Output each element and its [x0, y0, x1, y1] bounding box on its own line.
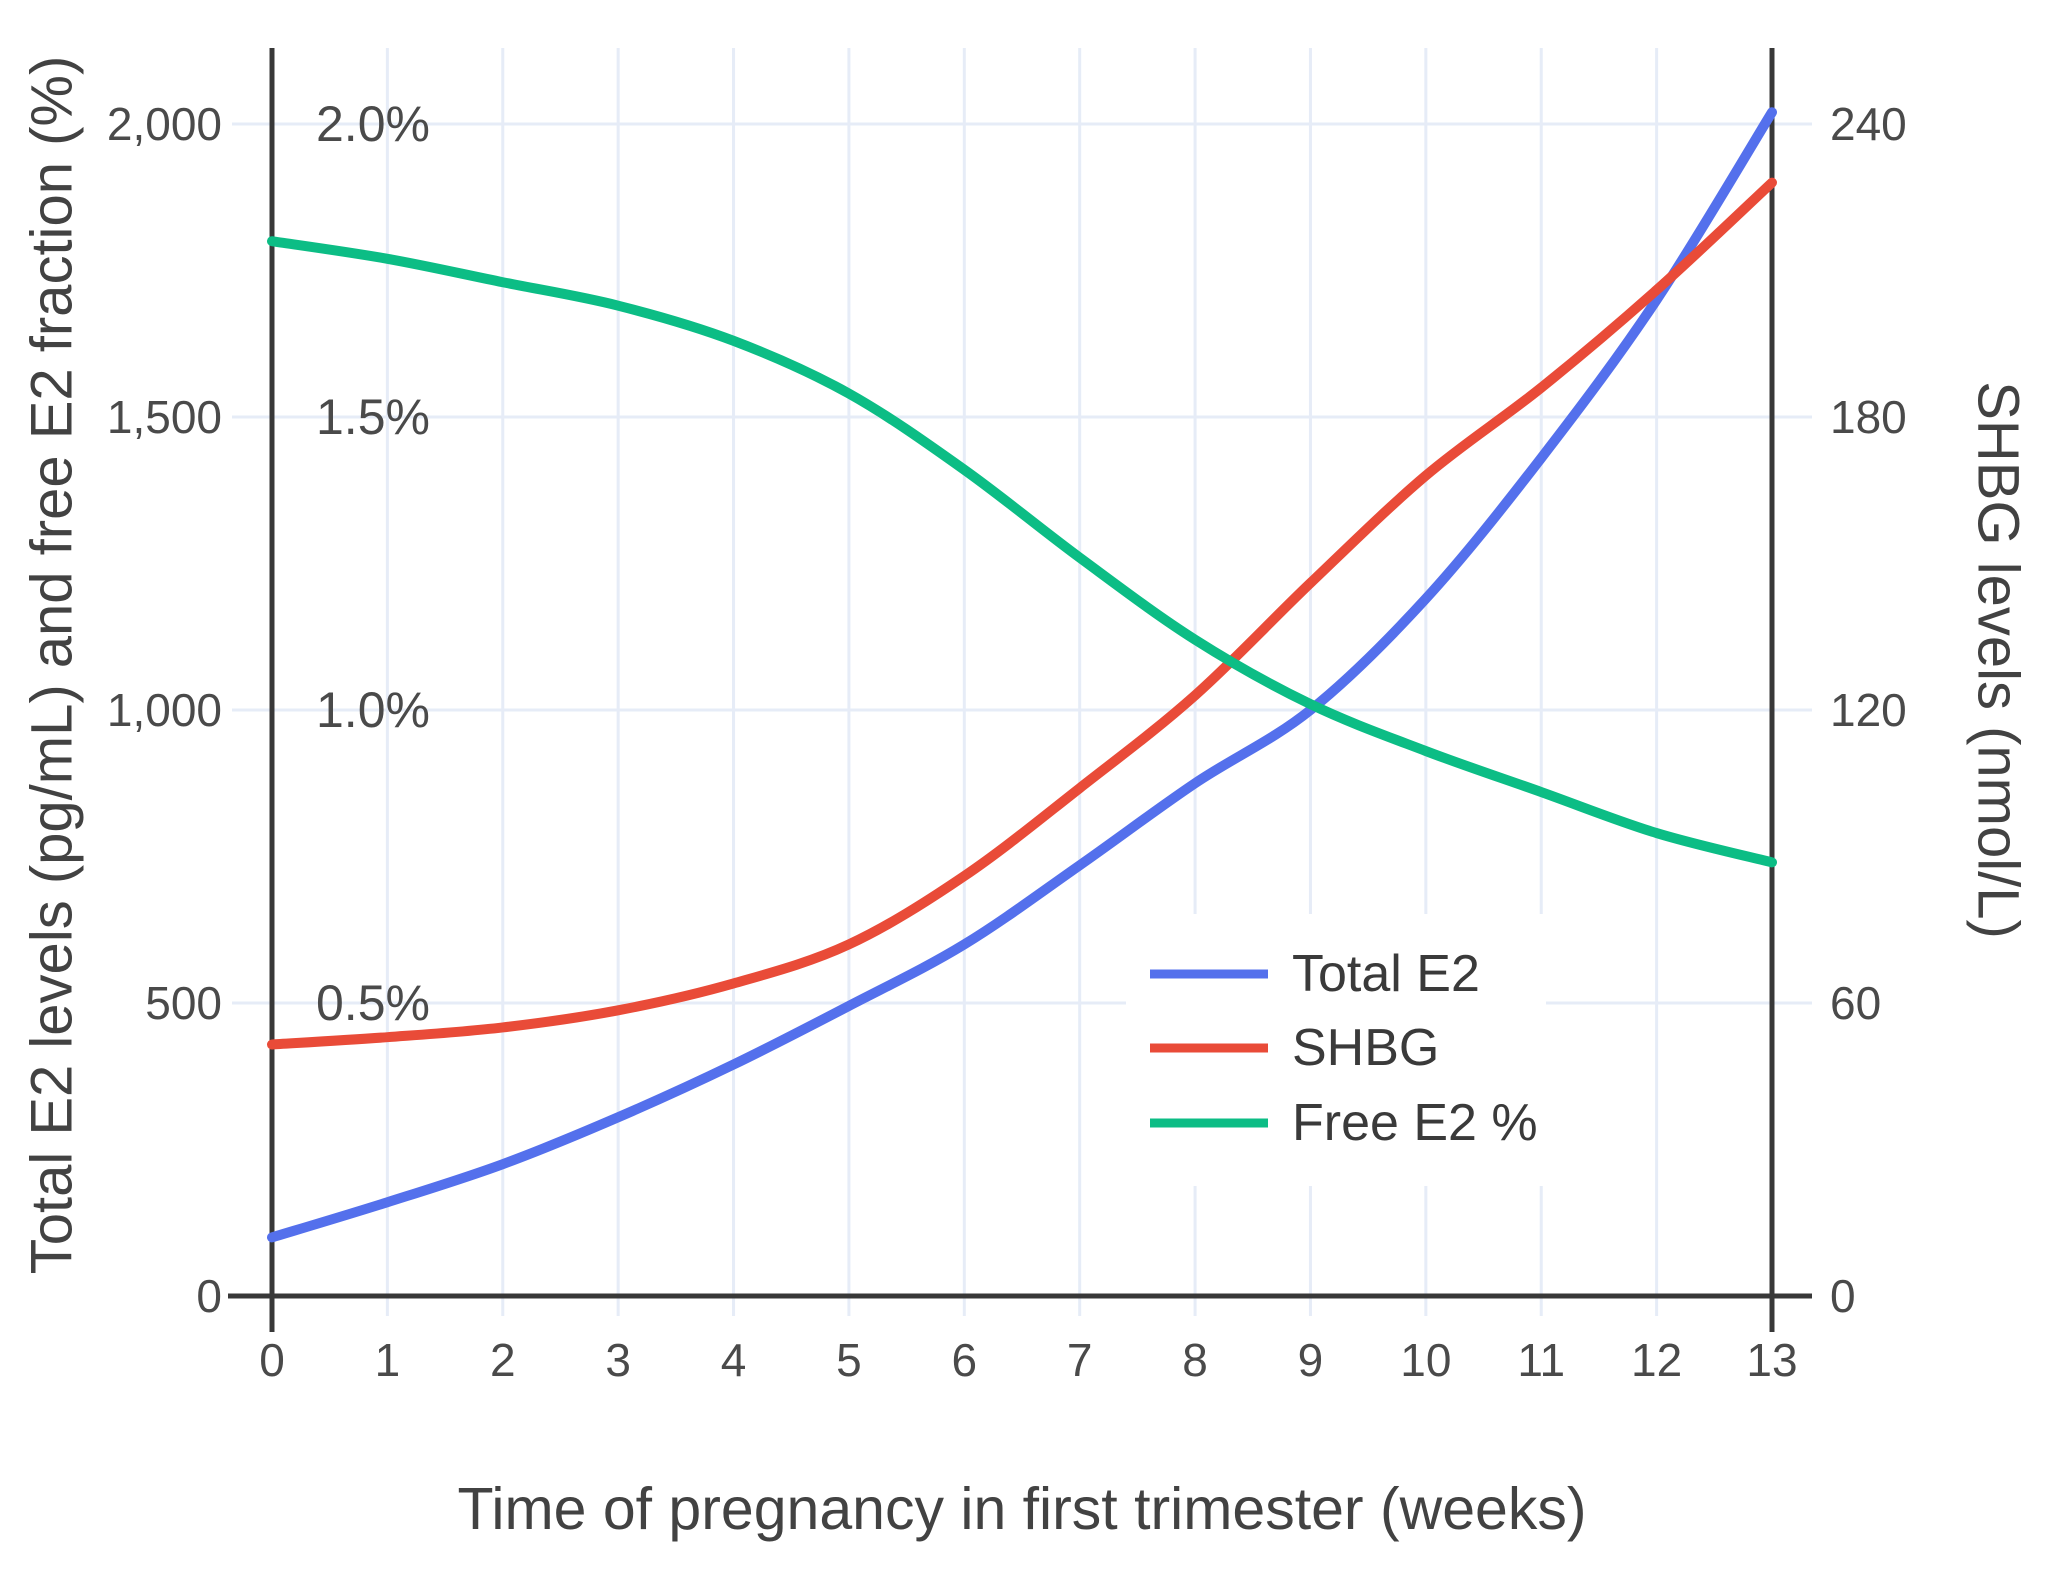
x-tick-label: 1: [375, 1334, 401, 1386]
shbg-curve: [267, 177, 1777, 1050]
right-y-tick-label: 240: [1830, 98, 1907, 150]
x-tick-label: 10: [1400, 1334, 1451, 1386]
x-tick-label: 12: [1631, 1334, 1682, 1386]
x-tick-label: 8: [1182, 1334, 1208, 1386]
x-tick-label: 3: [605, 1334, 631, 1386]
left-y-tick-label: 0: [196, 1270, 222, 1322]
legend-item-shbg[interactable]: SHBG: [1150, 1019, 1439, 1077]
right-y-tick-label: 180: [1830, 391, 1907, 443]
free-e2-curve: [267, 236, 1777, 868]
gridlines: [232, 48, 1812, 1316]
free-e2-percent-tick-label: 2.0%: [316, 96, 430, 152]
x-tick-label: 11: [1517, 1334, 1565, 1386]
x-tick-label: 7: [1067, 1334, 1093, 1386]
right-y-axis-title: SHBG levels (nmol/L): [1966, 381, 2031, 939]
x-tick-label: 2: [490, 1334, 516, 1386]
right-y-tick-label: 120: [1830, 684, 1907, 736]
tick-labels: 05001,0001,5002,0000.5%1.0%1.5%2.0%06012…: [107, 96, 1907, 1386]
left-y-axis-title: Total E2 levels (pg/mL) and free E2 frac…: [20, 56, 85, 1275]
axes: [228, 48, 1812, 1332]
legend-item-total-e2[interactable]: Total E2: [1150, 945, 1480, 1003]
legend-item-free-e2[interactable]: Free E2 %: [1150, 1094, 1538, 1152]
left-y-tick-label: 1,000: [107, 684, 222, 736]
right-y-tick-label: 60: [1830, 977, 1881, 1029]
x-tick-label: 6: [952, 1334, 978, 1386]
legend-label-shbg: SHBG: [1292, 1019, 1439, 1077]
free-e2-percent-tick-label: 1.5%: [316, 389, 430, 445]
left-y-tick-label: 2,000: [107, 98, 222, 150]
data-series: [267, 107, 1777, 1243]
x-tick-label: 5: [836, 1334, 862, 1386]
x-tick-label: 9: [1298, 1334, 1324, 1386]
legend-label-total-e2: Total E2: [1292, 945, 1480, 1003]
legend: Total E2 SHBG Free E2 %: [1126, 914, 1546, 1186]
free-e2-percent-tick-label: 1.0%: [316, 682, 430, 738]
x-axis-title: Time of pregnancy in first trimester (we…: [458, 1476, 1587, 1542]
left-y-tick-label: 500: [145, 977, 222, 1029]
left-y-tick-label: 1,500: [107, 391, 222, 443]
x-tick-label: 0: [259, 1334, 285, 1386]
legend-label-free-e2: Free E2 %: [1292, 1094, 1538, 1152]
total-e2-curve: [267, 107, 1777, 1243]
x-tick-label: 13: [1746, 1334, 1797, 1386]
right-y-tick-label: 0: [1830, 1270, 1856, 1322]
x-tick-label: 4: [721, 1334, 747, 1386]
free-e2-percent-tick-label: 0.5%: [316, 975, 430, 1031]
